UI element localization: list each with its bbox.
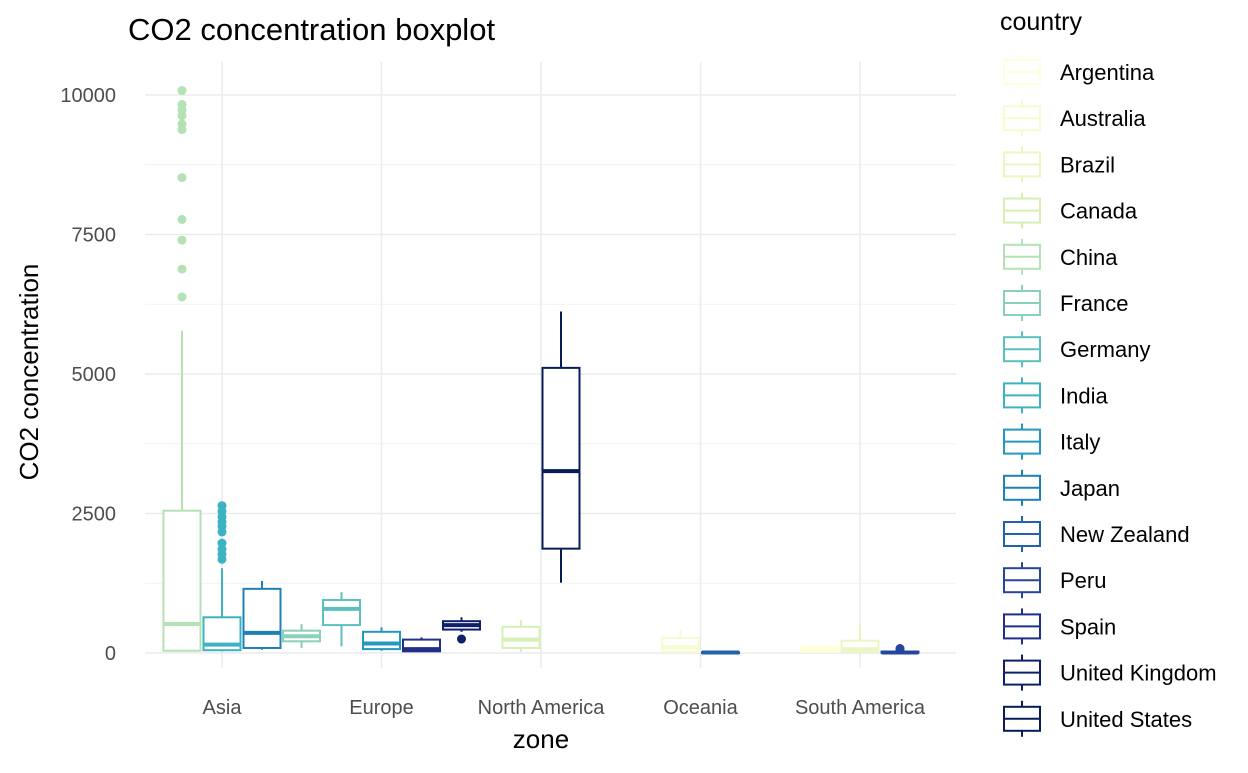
- legend: country Argentina Australia Brazil Canada Ch…: [1000, 8, 1217, 737]
- legend-title: country: [1000, 8, 1082, 36]
- legend-label: China: [1060, 245, 1118, 270]
- box-italy-europe: [362, 627, 401, 651]
- box-body: [362, 630, 401, 651]
- y-tick-label: 10000: [60, 85, 116, 107]
- legend-item-spain: Spain: [1003, 608, 1116, 645]
- legend-item-germany: Germany: [1003, 331, 1150, 368]
- legend-item-france: France: [1003, 285, 1128, 321]
- legend-label: Japan: [1060, 476, 1120, 501]
- legend-label: Argentina: [1060, 60, 1155, 85]
- box-body: [501, 625, 541, 649]
- x-tick-label: Europe: [349, 697, 414, 719]
- legend-label: India: [1060, 383, 1108, 408]
- legend-label: Italy: [1060, 430, 1100, 455]
- legend-item-australia: Australia: [1003, 100, 1146, 137]
- legend-label: Australia: [1060, 106, 1146, 131]
- legend-item-new-zealand: New Zealand: [1003, 516, 1190, 552]
- legend-label: Germany: [1060, 337, 1150, 362]
- legend-label: France: [1060, 291, 1128, 316]
- boxes: [162, 86, 920, 655]
- box-peru-south-america: [880, 644, 920, 655]
- legend-item-peru: Peru: [1003, 562, 1106, 599]
- tick-labels: 0 2500 5000 7500 10000 Asia Europe North Americ…: [60, 85, 926, 719]
- outlier-point: [217, 538, 227, 548]
- legend-item-japan: Japan: [1003, 469, 1120, 506]
- legend-label: Peru: [1060, 568, 1106, 593]
- legend-item-united-kingdom: United Kingdom: [1003, 654, 1217, 691]
- box-body: [840, 639, 880, 653]
- legend-item-argentina: Argentina: [1003, 54, 1155, 90]
- x-axis-title: zone: [513, 724, 569, 754]
- box-body: [661, 636, 700, 653]
- box-france-europe: [282, 623, 321, 648]
- box-china-asia: [162, 86, 202, 652]
- outlier-point: [177, 264, 187, 274]
- box-body: [322, 598, 361, 627]
- box-australia-oceania: [661, 629, 700, 653]
- outlier-point: [217, 501, 227, 511]
- legend-label: Brazil: [1060, 152, 1115, 177]
- box-brazil-south-america: [840, 625, 880, 653]
- box-body: [162, 509, 202, 652]
- y-tick-label: 0: [105, 643, 116, 665]
- x-tick-label: Oceania: [663, 697, 738, 719]
- box-canada-north-america: [501, 620, 541, 652]
- box-body: [541, 366, 581, 550]
- legend-item-brazil: Brazil: [1003, 146, 1115, 183]
- outlier-point: [177, 173, 187, 183]
- y-tick-label: 5000: [72, 364, 117, 386]
- y-tick-label: 7500: [72, 225, 117, 247]
- legend-label: New Zealand: [1060, 522, 1190, 547]
- chart-title: CO2 concentration boxplot: [128, 12, 495, 47]
- legend-item-india: India: [1003, 377, 1108, 414]
- x-tick-label: North America: [478, 697, 606, 719]
- outlier-point: [177, 214, 187, 224]
- outlier-point: [177, 292, 187, 302]
- outlier-point: [895, 644, 905, 654]
- outlier-point: [177, 99, 187, 109]
- outlier-point: [457, 634, 466, 644]
- y-tick-label: 2500: [72, 504, 117, 526]
- x-tick-label: South America: [795, 697, 926, 719]
- outlier-point: [177, 235, 187, 245]
- outlier-point: [177, 86, 187, 96]
- legend-item-china: China: [1003, 238, 1118, 275]
- box-new-zealand-oceania: [701, 650, 740, 655]
- legend-item-united-states: United States: [1003, 700, 1192, 737]
- legend-label: United Kingdom: [1060, 661, 1217, 686]
- outlier-point: [177, 119, 187, 129]
- box-japan-asia: [242, 581, 282, 650]
- legend-item-canada: Canada: [1003, 192, 1138, 229]
- grid: [145, 62, 956, 668]
- box-body: [242, 587, 282, 649]
- box-germany-europe: [322, 592, 361, 647]
- legend-label: Spain: [1060, 614, 1116, 639]
- legend-item-italy: Italy: [1003, 423, 1100, 460]
- legend-label: United States: [1060, 707, 1192, 732]
- y-axis-title: CO2 concentration: [14, 264, 44, 481]
- x-tick-label: Asia: [203, 697, 243, 719]
- box-argentina-south-america: [800, 644, 840, 653]
- box-united-kingdom-europe: [442, 617, 481, 644]
- box-united-states-north-america: [541, 311, 581, 583]
- box-india-asia: [202, 501, 242, 652]
- legend-label: Canada: [1060, 199, 1138, 224]
- box-spain-europe: [402, 637, 441, 653]
- box-body: [402, 638, 441, 653]
